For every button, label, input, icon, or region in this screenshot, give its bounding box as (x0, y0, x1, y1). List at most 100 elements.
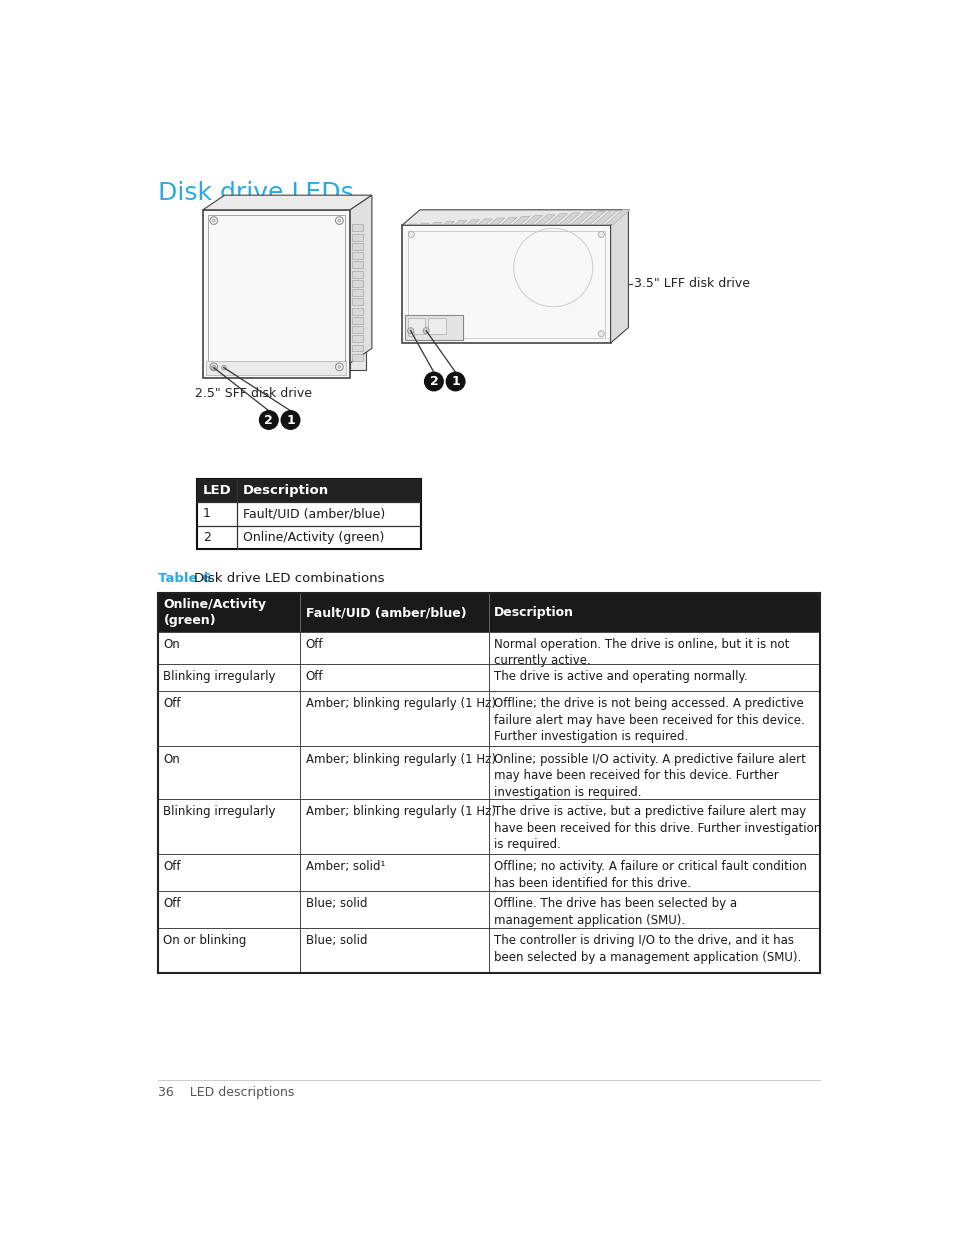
Text: Off: Off (305, 638, 323, 651)
Polygon shape (489, 219, 504, 225)
Text: 1: 1 (451, 375, 459, 388)
Circle shape (407, 327, 414, 333)
Circle shape (221, 366, 226, 370)
Text: Offline. The drive has been selected by a
management application (SMU).: Offline. The drive has been selected by … (494, 898, 737, 927)
Bar (158, 692, 819, 746)
Bar (203, 210, 350, 378)
Bar (158, 855, 819, 892)
Circle shape (337, 220, 340, 222)
Text: Disk drive LEDs: Disk drive LEDs (158, 180, 354, 205)
Text: The controller is driving I/O to the drive, and it has
been selected by a manage: The controller is driving I/O to the dri… (494, 935, 801, 963)
Bar (407, 319, 425, 333)
Bar (428, 319, 446, 333)
Polygon shape (610, 210, 628, 343)
Bar (158, 799, 819, 855)
Polygon shape (432, 222, 441, 225)
Text: Off: Off (163, 898, 181, 910)
Text: Normal operation. The drive is online, but it is not
currently active.: Normal operation. The drive is online, b… (494, 638, 789, 667)
Bar (352, 326, 363, 333)
Bar (196, 479, 421, 503)
Circle shape (408, 331, 415, 337)
Text: Disk drive LED combinations: Disk drive LED combinations (193, 572, 384, 584)
Polygon shape (513, 216, 529, 225)
Bar (352, 262, 363, 268)
Bar (158, 746, 819, 799)
Polygon shape (501, 217, 517, 225)
Bar (352, 299, 363, 305)
Text: Online; possible I/O activity. A predictive failure alert
may have been received: Online; possible I/O activity. A predict… (494, 752, 805, 799)
Bar (350, 216, 365, 370)
Circle shape (408, 231, 415, 237)
Polygon shape (558, 212, 579, 225)
Text: Table 6: Table 6 (158, 572, 212, 584)
Text: Blue; solid: Blue; solid (305, 898, 367, 910)
Polygon shape (455, 221, 467, 225)
Text: Off: Off (163, 698, 181, 710)
Bar (352, 353, 363, 361)
Text: Amber; blinking regularly (1 Hz): Amber; blinking regularly (1 Hz) (305, 805, 496, 818)
Polygon shape (443, 221, 454, 225)
Polygon shape (547, 214, 567, 225)
Bar (196, 479, 421, 548)
Text: 3.5" LFF disk drive: 3.5" LFF disk drive (633, 277, 749, 290)
Bar (158, 632, 819, 664)
Text: 2: 2 (203, 531, 211, 543)
Bar (158, 929, 819, 973)
Circle shape (210, 216, 217, 225)
Circle shape (281, 411, 299, 430)
Circle shape (598, 231, 604, 237)
Text: Fault/UID (amber/blue): Fault/UID (amber/blue) (243, 508, 385, 520)
Circle shape (335, 216, 343, 225)
Circle shape (335, 363, 343, 370)
Circle shape (213, 220, 215, 222)
Text: Online/Activity (green): Online/Activity (green) (243, 531, 384, 543)
Bar (402, 225, 610, 343)
Text: On or blinking: On or blinking (163, 935, 247, 947)
Polygon shape (594, 210, 618, 225)
Bar (352, 233, 363, 241)
Text: Blue; solid: Blue; solid (305, 935, 367, 947)
Text: Offline; no activity. A failure or critical fault condition
has been identified : Offline; no activity. A failure or criti… (494, 861, 806, 890)
Circle shape (212, 366, 216, 370)
Text: Online/Activity
(green): Online/Activity (green) (163, 598, 266, 627)
Text: 36    LED descriptions: 36 LED descriptions (158, 1086, 294, 1099)
Circle shape (446, 372, 464, 390)
Bar (352, 308, 363, 315)
Text: Blinking irregularly: Blinking irregularly (163, 671, 275, 683)
Text: Offline; the drive is not being accessed. A predictive
failure alert may have be: Offline; the drive is not being accessed… (494, 698, 804, 743)
Text: Fault/UID (amber/blue): Fault/UID (amber/blue) (305, 606, 466, 619)
Text: On: On (163, 638, 180, 651)
Bar (352, 243, 363, 249)
Bar (158, 593, 819, 632)
Circle shape (424, 372, 443, 390)
Polygon shape (466, 220, 479, 225)
Polygon shape (582, 211, 605, 225)
Polygon shape (477, 219, 492, 225)
Polygon shape (536, 215, 555, 225)
Polygon shape (605, 210, 630, 225)
Circle shape (422, 327, 429, 333)
Bar (352, 270, 363, 278)
Text: 2: 2 (264, 414, 273, 426)
Bar (158, 892, 819, 929)
Text: Amber; blinking regularly (1 Hz): Amber; blinking regularly (1 Hz) (305, 752, 496, 766)
Text: On: On (163, 752, 180, 766)
Text: 2.5" SFF disk drive: 2.5" SFF disk drive (195, 387, 312, 400)
Polygon shape (350, 195, 372, 363)
Text: Off: Off (163, 861, 181, 873)
Bar (206, 362, 346, 374)
Bar (407, 231, 604, 337)
Text: 2: 2 (429, 375, 437, 388)
Text: Off: Off (305, 671, 323, 683)
Polygon shape (570, 212, 592, 225)
Circle shape (259, 411, 278, 430)
Bar (352, 289, 363, 296)
Circle shape (210, 363, 217, 370)
Text: LED: LED (203, 484, 232, 498)
Text: The drive is active and operating normally.: The drive is active and operating normal… (494, 671, 747, 683)
Polygon shape (524, 215, 542, 225)
Circle shape (598, 331, 604, 337)
Bar (405, 315, 462, 340)
Text: 1: 1 (203, 508, 211, 520)
Text: Blinking irregularly: Blinking irregularly (163, 805, 275, 818)
